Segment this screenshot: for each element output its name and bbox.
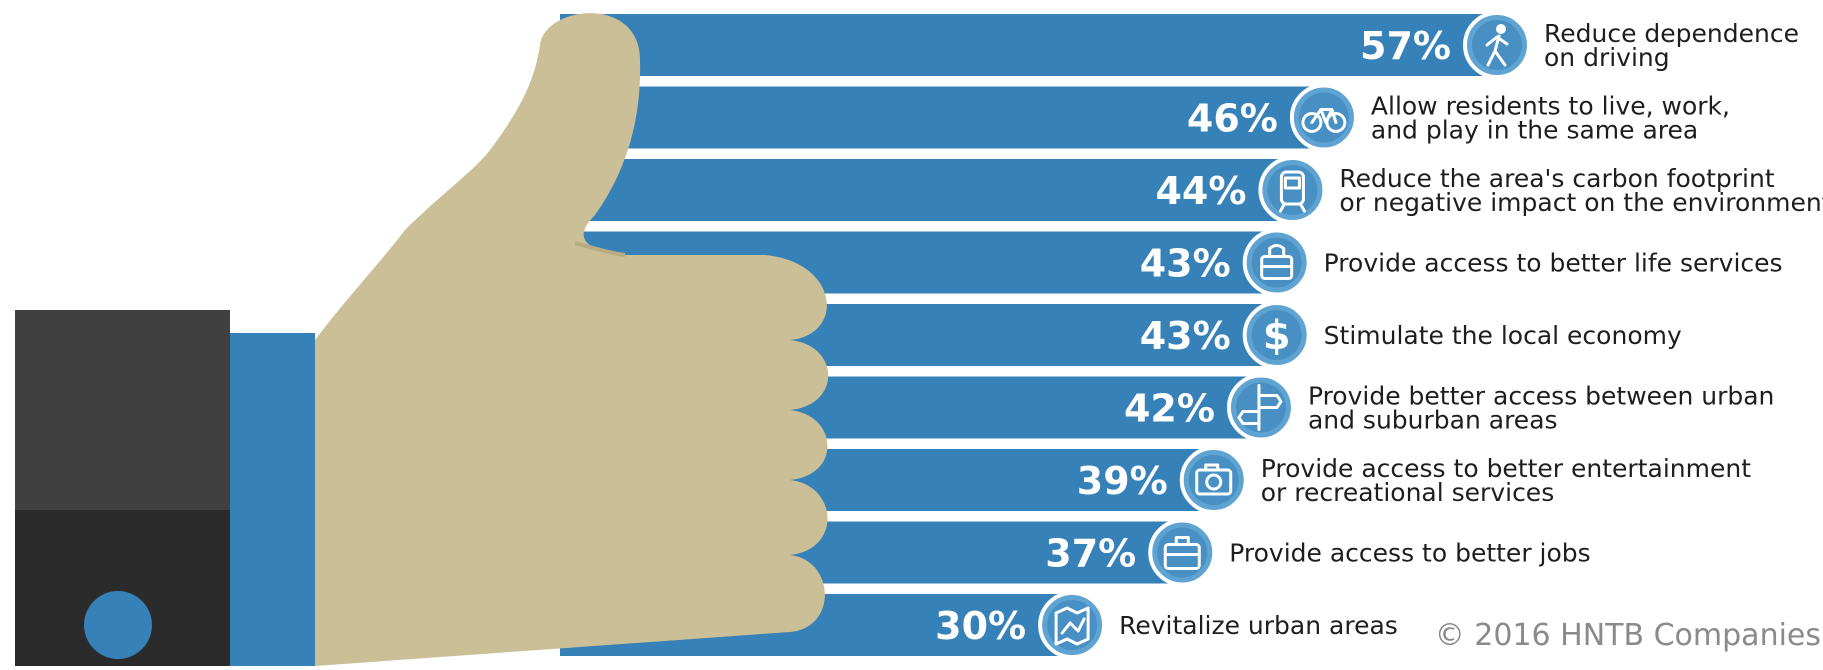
category-label: Reduce the area's carbon footprint or neg… (1339, 164, 1823, 217)
value-label: 39% (1077, 459, 1168, 503)
category-label: Allow residents to live, work, and play i… (1371, 92, 1730, 145)
category-label: Provide better access between urban and s… (1308, 382, 1774, 435)
sleeve-button (84, 591, 152, 659)
thumbs-up-hand (15, 13, 829, 667)
value-label: 37% (1045, 532, 1136, 576)
category-label: Provide access to better entertainment or… (1261, 454, 1751, 507)
dollar-icon: $ (1242, 301, 1311, 369)
category-label: Stimulate the local economy (1324, 321, 1682, 350)
value-label: 42% (1124, 387, 1215, 431)
briefcase-icon (1148, 518, 1217, 587)
hand-shape (315, 13, 829, 667)
train-icon (1258, 156, 1327, 224)
bar (560, 14, 1497, 76)
value-label: 30% (935, 604, 1026, 648)
shirt-cuff (230, 333, 315, 666)
category-label: Revitalize urban areas (1119, 611, 1398, 640)
bar (560, 159, 1293, 221)
lunchbox-icon (1242, 228, 1311, 297)
value-label: 43% (1140, 314, 1231, 358)
category-label: Provide access to better jobs (1229, 539, 1590, 568)
bicycle-icon (1289, 83, 1358, 152)
category-label: Reduce dependence on driving (1544, 19, 1799, 72)
pedestrian-icon (1463, 11, 1531, 79)
value-label: 57% (1360, 24, 1451, 68)
sleeve-upper (15, 310, 230, 515)
category-label: Provide access to better life services (1324, 249, 1783, 278)
svg-text:$: $ (1263, 313, 1291, 359)
value-label: 43% (1140, 242, 1231, 286)
road-sign-icon (1226, 373, 1295, 442)
copyright-text: © 2016 HNTB Companies (1434, 618, 1821, 653)
thumb-crease (574, 241, 626, 257)
camera-icon (1179, 446, 1248, 514)
city-map-icon (1038, 591, 1107, 659)
bar (560, 86, 1324, 149)
value-label: 46% (1187, 97, 1278, 141)
value-label: 44% (1155, 169, 1246, 213)
